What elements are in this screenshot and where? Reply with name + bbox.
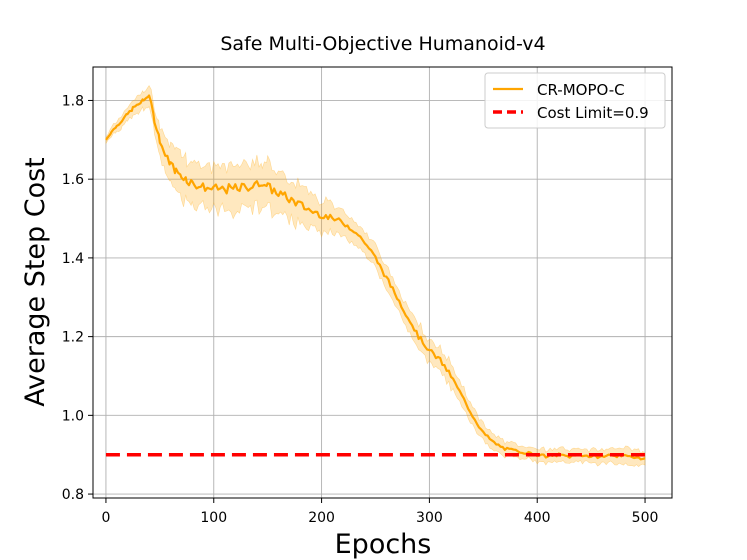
x-tick-label: 100 bbox=[200, 510, 227, 526]
grid bbox=[93, 67, 672, 498]
legend: CR-MOPO-C Cost Limit=0.9 bbox=[484, 72, 666, 129]
x-tick-label: 300 bbox=[416, 510, 443, 526]
legend-frame bbox=[484, 72, 666, 129]
series-layer bbox=[105, 94, 646, 461]
x-tick-label: 400 bbox=[524, 510, 551, 526]
x-axis-label: Epochs bbox=[335, 529, 432, 560]
y-axis-label: Average Step Cost bbox=[20, 157, 51, 407]
y-tick-label: 1.4 bbox=[62, 251, 84, 267]
y-tick-label: 1.2 bbox=[62, 330, 84, 346]
band-layer bbox=[105, 85, 646, 468]
series-line-cr-mopo-c bbox=[105, 94, 646, 461]
x-tick-label: 0 bbox=[101, 510, 110, 526]
y-tick-label: 1.8 bbox=[62, 93, 84, 109]
series-band-cr-mopo-c bbox=[105, 85, 646, 468]
y-tick-label: 1.6 bbox=[62, 172, 84, 188]
x-tick-label: 200 bbox=[308, 510, 335, 526]
x-axis: 0 100 200 300 400 500 bbox=[101, 498, 658, 526]
x-tick-label: 500 bbox=[632, 510, 659, 526]
plot-frame bbox=[92, 66, 673, 499]
legend-label-cost-limit: Cost Limit=0.9 bbox=[537, 104, 649, 122]
y-axis: 0.8 1.0 1.2 1.4 1.6 1.8 bbox=[62, 93, 93, 503]
legend-label-cr-mopo-c: CR-MOPO-C bbox=[537, 81, 625, 99]
y-tick-label: 0.8 bbox=[62, 487, 84, 503]
y-tick-label: 1.0 bbox=[62, 408, 84, 424]
chart-title: Safe Multi-Objective Humanoid-v4 bbox=[220, 33, 545, 55]
